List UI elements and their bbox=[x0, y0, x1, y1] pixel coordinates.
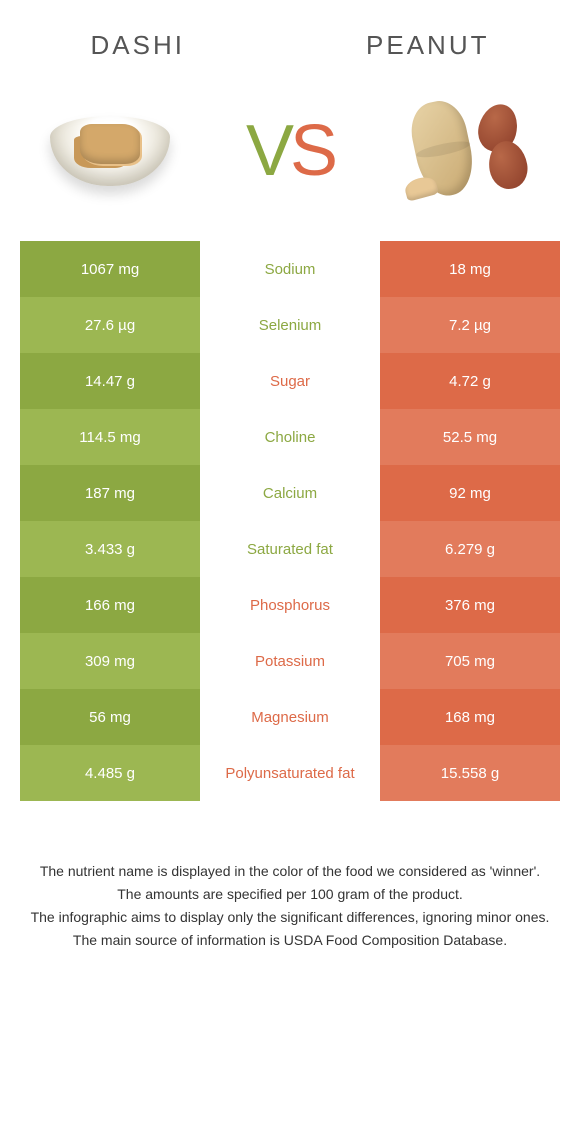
left-value: 1067 mg bbox=[20, 241, 200, 297]
right-value: 52.5 mg bbox=[380, 409, 560, 465]
header-row: Dashi Peanut bbox=[0, 0, 580, 81]
nutrient-label: Phosphorus bbox=[200, 577, 380, 633]
left-value: 166 mg bbox=[20, 577, 200, 633]
infographic-container: Dashi Peanut VS 1067 mgSodium18 mg27.6 µ… bbox=[0, 0, 580, 951]
table-row: 27.6 µgSelenium7.2 µg bbox=[20, 297, 560, 353]
left-value: 114.5 mg bbox=[20, 409, 200, 465]
right-value: 376 mg bbox=[380, 577, 560, 633]
left-value: 4.485 g bbox=[20, 745, 200, 801]
right-value: 4.72 g bbox=[380, 353, 560, 409]
table-row: 114.5 mgCholine52.5 mg bbox=[20, 409, 560, 465]
left-value: 27.6 µg bbox=[20, 297, 200, 353]
vs-v: V bbox=[246, 111, 290, 191]
left-value: 3.433 g bbox=[20, 521, 200, 577]
table-row: 309 mgPotassium705 mg bbox=[20, 633, 560, 689]
table-row: 166 mgPhosphorus376 mg bbox=[20, 577, 560, 633]
nutrient-label: Magnesium bbox=[200, 689, 380, 745]
nutrient-label: Choline bbox=[200, 409, 380, 465]
left-food-title: Dashi bbox=[91, 30, 185, 61]
footer-line-3: The infographic aims to display only the… bbox=[30, 907, 550, 928]
table-row: 4.485 gPolyunsaturated fat15.558 g bbox=[20, 745, 560, 801]
vs-s: S bbox=[290, 111, 334, 191]
nutrient-label: Selenium bbox=[200, 297, 380, 353]
footer-line-1: The nutrient name is displayed in the co… bbox=[30, 861, 550, 882]
peanut-image bbox=[400, 91, 540, 211]
left-value: 56 mg bbox=[20, 689, 200, 745]
nutrient-label: Potassium bbox=[200, 633, 380, 689]
right-food-title: Peanut bbox=[366, 30, 489, 61]
nutrient-label: Calcium bbox=[200, 465, 380, 521]
bowl-icon bbox=[50, 116, 170, 186]
right-value: 705 mg bbox=[380, 633, 560, 689]
nutrient-label: Sugar bbox=[200, 353, 380, 409]
nutrient-table: 1067 mgSodium18 mg27.6 µgSelenium7.2 µg1… bbox=[20, 241, 560, 801]
nutrient-label: Sodium bbox=[200, 241, 380, 297]
right-value: 7.2 µg bbox=[380, 297, 560, 353]
table-row: 3.433 gSaturated fat6.279 g bbox=[20, 521, 560, 577]
right-value: 168 mg bbox=[380, 689, 560, 745]
nutrient-label: Polyunsaturated fat bbox=[200, 745, 380, 801]
nutrient-label: Saturated fat bbox=[200, 521, 380, 577]
peanuts-icon bbox=[405, 96, 535, 206]
footer-notes: The nutrient name is displayed in the co… bbox=[30, 861, 550, 951]
table-row: 14.47 gSugar4.72 g bbox=[20, 353, 560, 409]
footer-line-2: The amounts are specified per 100 gram o… bbox=[30, 884, 550, 905]
dashi-image bbox=[40, 91, 180, 211]
table-row: 187 mgCalcium92 mg bbox=[20, 465, 560, 521]
footer-line-4: The main source of information is USDA F… bbox=[30, 930, 550, 951]
right-value: 92 mg bbox=[380, 465, 560, 521]
left-value: 14.47 g bbox=[20, 353, 200, 409]
right-value: 6.279 g bbox=[380, 521, 560, 577]
left-value: 309 mg bbox=[20, 633, 200, 689]
table-row: 56 mgMagnesium168 mg bbox=[20, 689, 560, 745]
right-value: 15.558 g bbox=[380, 745, 560, 801]
left-value: 187 mg bbox=[20, 465, 200, 521]
table-row: 1067 mgSodium18 mg bbox=[20, 241, 560, 297]
right-value: 18 mg bbox=[380, 241, 560, 297]
images-row: VS bbox=[0, 81, 580, 241]
vs-label: VS bbox=[246, 110, 334, 192]
